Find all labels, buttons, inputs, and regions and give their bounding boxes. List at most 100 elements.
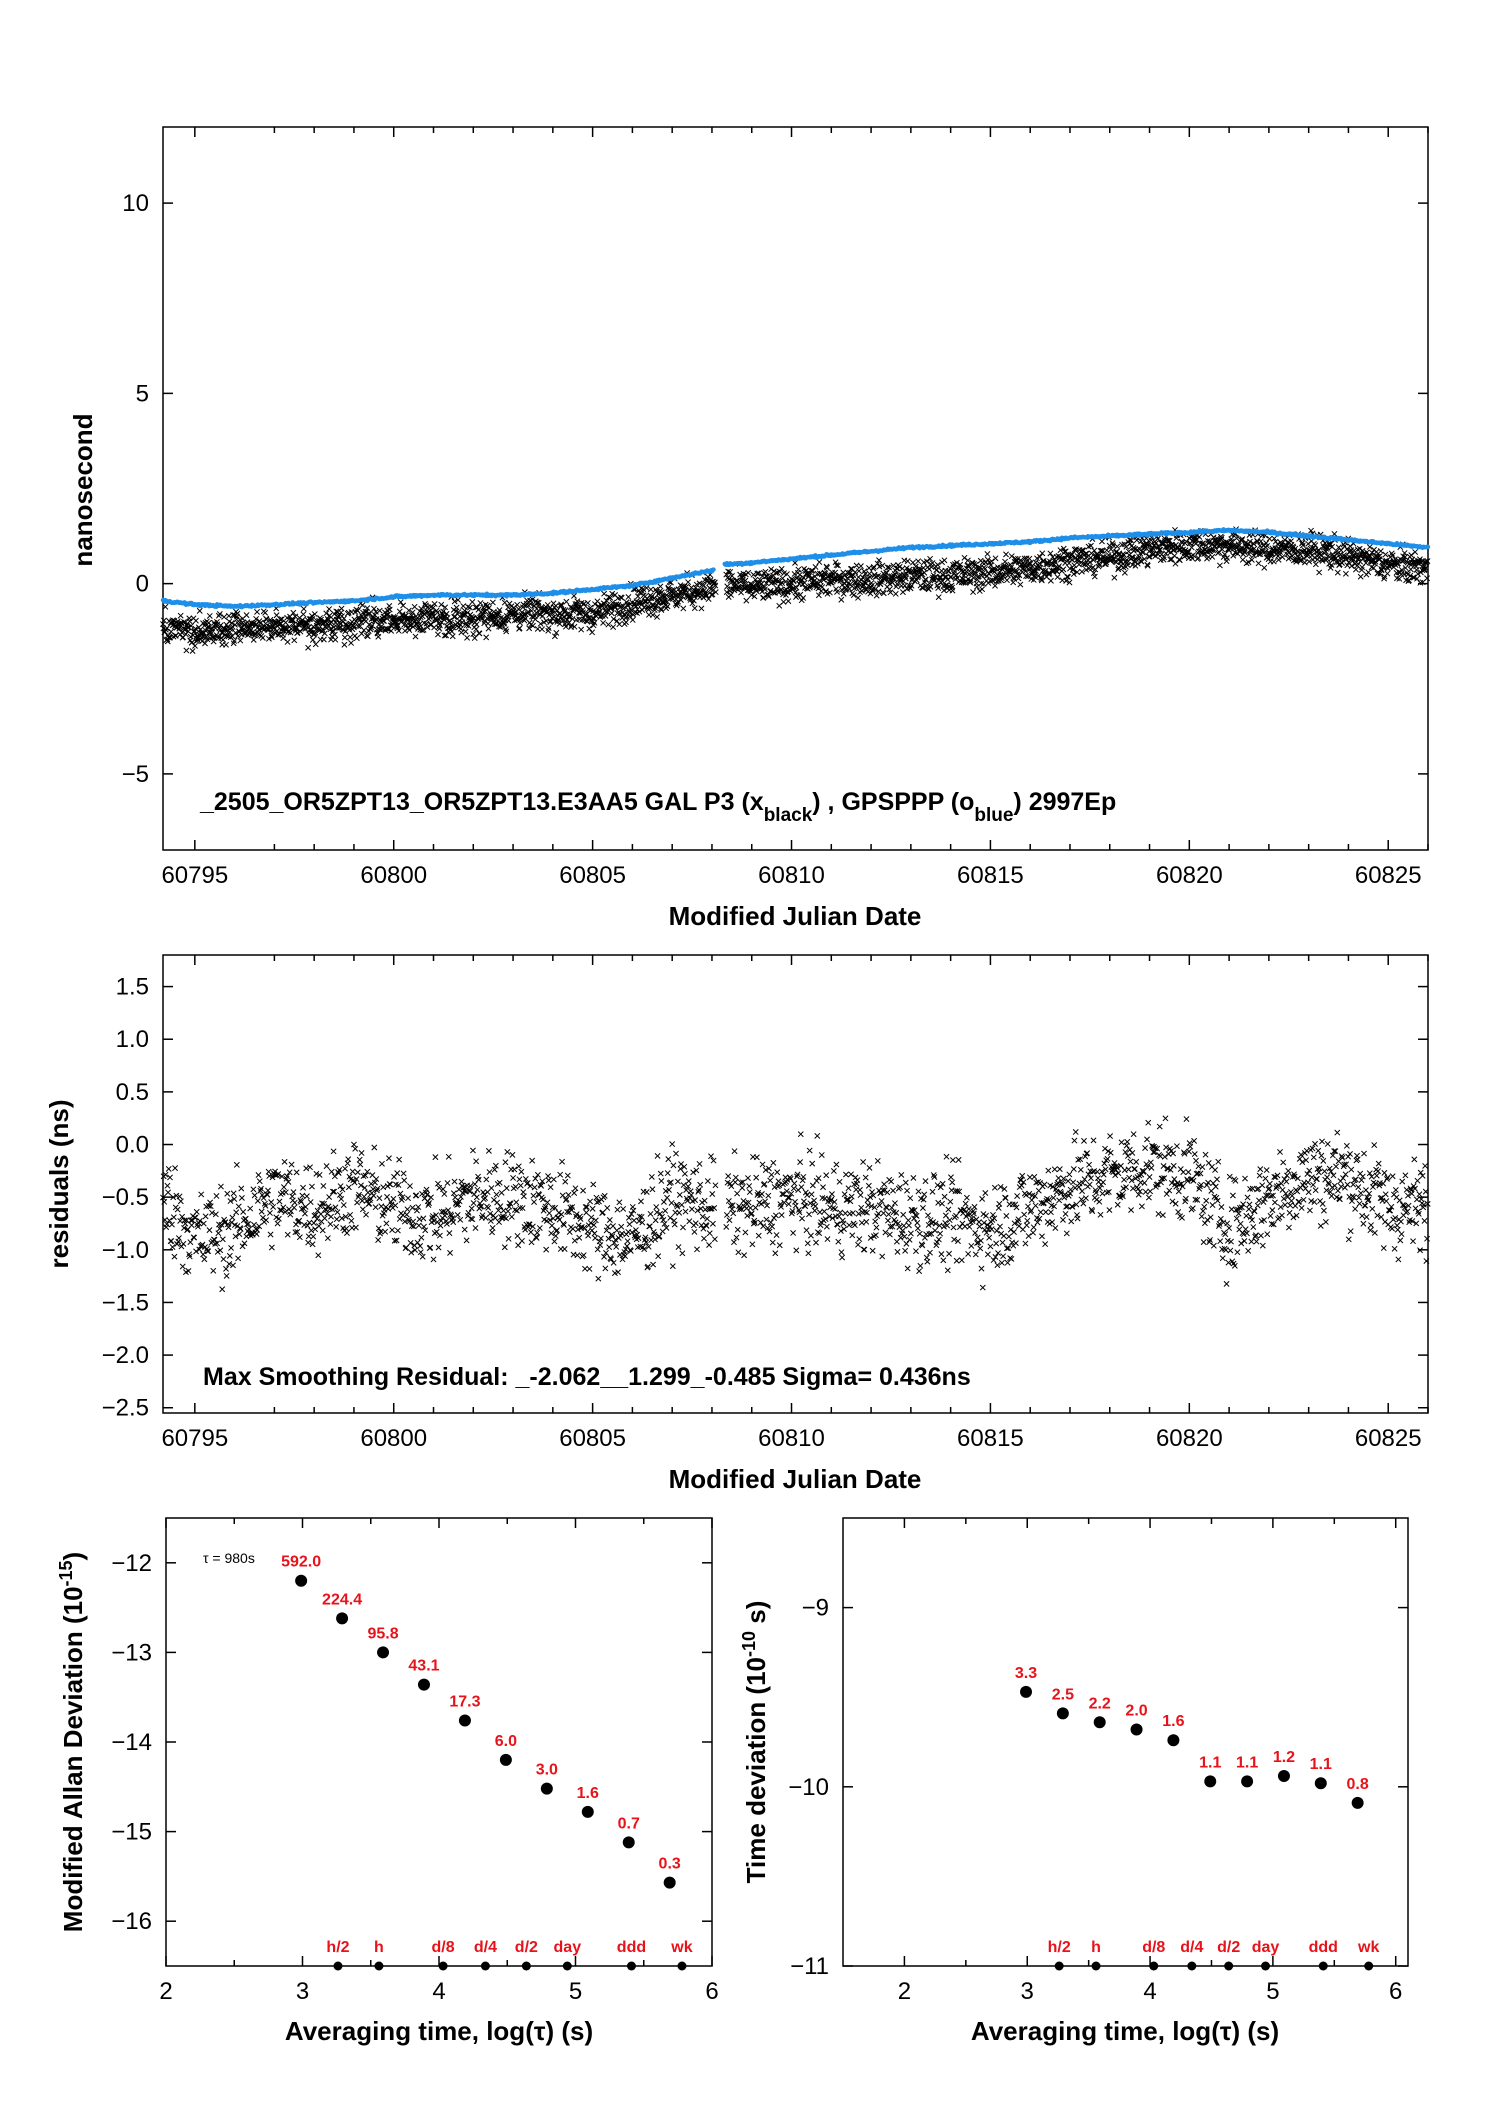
x-point [309, 636, 316, 643]
x-point [477, 600, 484, 606]
x-point [206, 612, 213, 619]
x-point [609, 599, 616, 606]
x-point [259, 634, 266, 641]
x-point [563, 598, 570, 605]
x-point [503, 628, 510, 635]
x-point [727, 569, 734, 575]
x-point [748, 592, 755, 598]
x-point [163, 625, 170, 632]
x-point [761, 586, 768, 593]
x-point [350, 622, 357, 629]
x-point [697, 590, 704, 597]
x-point [633, 603, 640, 610]
x-point [364, 633, 371, 640]
x-tick-label: 60800 [360, 862, 427, 889]
x-point [188, 622, 195, 629]
x-point [216, 611, 223, 617]
x-point [358, 619, 365, 626]
x-point [635, 593, 641, 600]
x-point [743, 597, 750, 604]
x-point [224, 632, 230, 639]
x-point [449, 633, 456, 640]
x-point [470, 631, 477, 637]
x-point [723, 589, 730, 596]
x-point [685, 579, 692, 586]
x-point [613, 601, 620, 608]
x-point [452, 613, 459, 620]
x-point [323, 610, 330, 617]
x-point [329, 627, 336, 634]
x-point [359, 602, 366, 609]
x-point [447, 619, 454, 626]
x-point [455, 609, 462, 615]
x-point [368, 624, 375, 631]
x-point [562, 623, 569, 630]
x-point [658, 607, 665, 613]
x-point [665, 584, 672, 591]
x-point [766, 574, 773, 580]
x-point [664, 603, 671, 610]
x-point [203, 627, 209, 634]
x-point [189, 648, 196, 655]
x-point [755, 570, 762, 577]
x-point [589, 629, 596, 636]
x-point [734, 577, 741, 584]
x-point [442, 604, 449, 611]
x-point [268, 634, 275, 641]
phase-ylabel: nanosecond [68, 413, 98, 566]
x-point [291, 637, 298, 644]
x-point [192, 642, 198, 649]
x-point [299, 617, 306, 623]
x-point [365, 610, 372, 617]
x-point [757, 577, 764, 584]
x-point [189, 639, 196, 646]
x-point [290, 609, 297, 616]
x-point [440, 608, 447, 615]
x-point [501, 599, 508, 606]
x-point [571, 623, 578, 630]
x-point [681, 583, 688, 590]
x-point [369, 622, 376, 629]
x-point [769, 579, 776, 585]
x-point [724, 583, 731, 590]
x-point [649, 612, 656, 618]
x-point [677, 597, 684, 603]
x-point [332, 636, 339, 643]
x-point [485, 625, 492, 632]
x-point [485, 620, 492, 627]
x-point [709, 591, 716, 598]
x-point [742, 577, 749, 584]
x-point [420, 626, 427, 633]
x-point [625, 594, 632, 600]
x-point [267, 616, 274, 623]
x-point [465, 603, 471, 610]
x-point [552, 602, 559, 609]
x-point [202, 640, 208, 647]
x-point [232, 621, 239, 628]
x-point [222, 632, 229, 639]
x-point [535, 599, 542, 606]
x-point [292, 613, 299, 620]
x-point [234, 610, 241, 617]
x-point [385, 611, 392, 618]
o-point [711, 567, 716, 572]
x-point [443, 632, 450, 639]
x-point [647, 586, 654, 593]
x-point [565, 620, 572, 627]
x-point [551, 633, 558, 640]
x-point [473, 621, 480, 628]
x-point [325, 617, 332, 623]
x-point [691, 605, 698, 612]
x-point [284, 639, 291, 645]
x-point [460, 612, 467, 619]
x-point [270, 625, 277, 632]
x-point [496, 607, 503, 614]
x-point [568, 622, 575, 629]
x-point [341, 641, 348, 648]
x-point [451, 598, 458, 605]
x-point [562, 607, 569, 614]
x-point [340, 615, 347, 622]
x-point [255, 626, 262, 633]
phase-points [160, 526, 1431, 655]
